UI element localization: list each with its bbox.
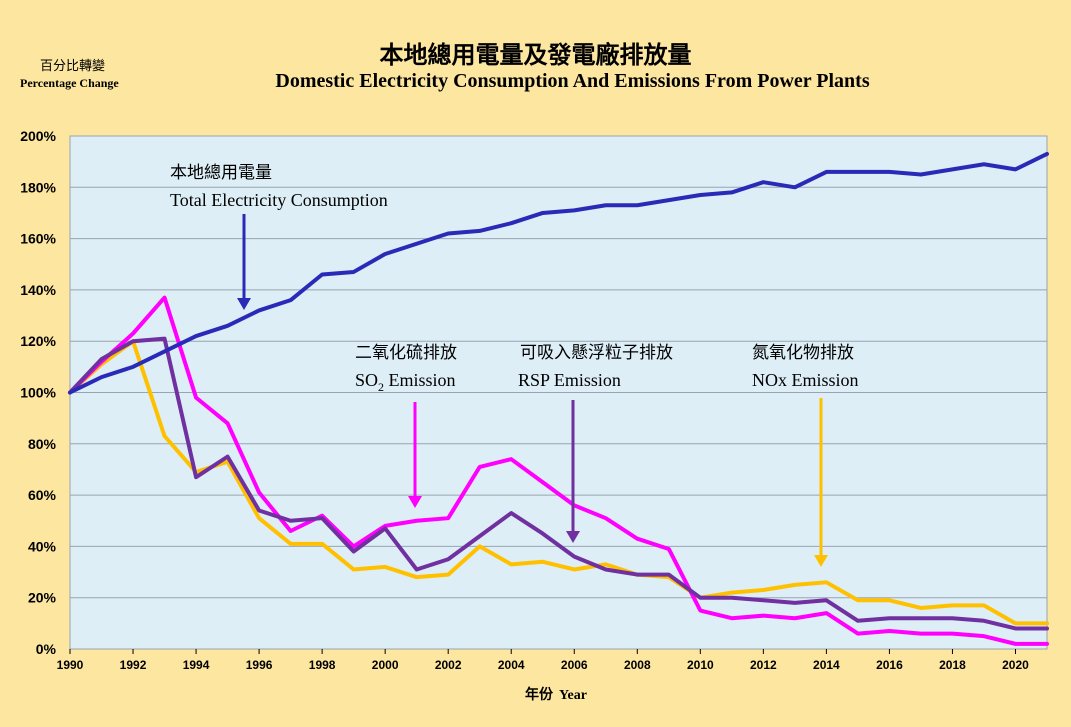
annotation-nox-zh: 氮氧化物排放 [752, 343, 854, 363]
chart-title-zh: 本地總用電量及發電廠排放量 [379, 40, 692, 69]
y-tick-label: 120% [20, 333, 56, 349]
arrow-nox [814, 398, 828, 567]
annotation-rsp-zh: 可吸入懸浮粒子排放 [520, 343, 673, 363]
annotation-nox-en: NOx Emission [752, 370, 859, 390]
arrow-rsp [566, 400, 580, 543]
x-tick-label: 2016 [876, 658, 903, 672]
x-tick-label: 2008 [624, 658, 651, 672]
x-tick-label: 2002 [435, 658, 462, 672]
y-tick-label: 0% [36, 641, 57, 657]
y-tick-label: 60% [28, 487, 57, 503]
annotation-so2-en-main: SO [355, 370, 378, 390]
x-tick-label: 1992 [120, 658, 147, 672]
x-axis-label-zh: 年份 [525, 686, 554, 703]
arrow-total-consumption [237, 214, 251, 310]
x-tick-label: 2004 [498, 658, 525, 672]
y-tick-label: 140% [20, 282, 56, 298]
x-tick-label: 2020 [1002, 658, 1029, 672]
x-tick-label: 1998 [309, 658, 336, 672]
y-axis-label-en: Percentage Change [20, 76, 119, 90]
x-tick-label: 2006 [561, 658, 588, 672]
arrow-rsp-head [566, 531, 580, 543]
annotation-so2-zh: 二氧化硫排放 [355, 343, 457, 363]
y-tick-label: 100% [20, 385, 56, 401]
x-tick-label: 1996 [246, 658, 273, 672]
x-tick-label: 1990 [57, 658, 84, 672]
annotation-total-zh: 本地總用電量 [170, 163, 272, 183]
series-lines [68, 151, 1049, 646]
series-line-total-electricity-consumption [68, 151, 1049, 395]
x-axis-ticks: 1990 1992 1994 1996 1998 2000 2002 2004 2006 2008… [57, 649, 1029, 672]
x-axis-label-en: Year [559, 688, 587, 703]
y-tick-label: 180% [20, 179, 56, 195]
annotation-so2-en-rest: Emission [384, 370, 456, 390]
x-tick-label: 2012 [750, 658, 777, 672]
arrow-total-head [237, 298, 251, 310]
series-line-nox-emission [68, 339, 1049, 626]
series-line-so2-emission [68, 295, 1049, 646]
y-tick-label: 200% [20, 128, 56, 144]
y-axis-label-zh: 百分比轉變 [40, 59, 106, 74]
y-tick-label: 20% [28, 590, 57, 606]
x-tick-label: 2018 [939, 658, 966, 672]
x-tick-label: 1994 [183, 658, 210, 672]
annotation-so2-en-sub: 2 [378, 380, 384, 394]
annotation-total-en: Total Electricity Consumption [170, 190, 388, 210]
y-tick-label: 160% [20, 231, 56, 247]
y-tick-label: 40% [28, 538, 57, 554]
x-axis-label: 年份 Year [525, 686, 587, 703]
x-tick-label: 2014 [813, 658, 840, 672]
annotation-rsp-en: RSP Emission [518, 370, 621, 390]
arrow-so2-head [408, 496, 422, 508]
x-tick-label: 2000 [372, 658, 399, 672]
y-axis-ticks: 0% 20% 40% 60% 80% 100% 120% 140% 160% 180% 200% [20, 128, 56, 657]
chart-title-en: Domestic Electricity Consumption And Emi… [275, 70, 870, 92]
arrow-nox-head [814, 555, 828, 567]
annotation-so2-en: SO2 Emission [355, 370, 456, 394]
x-tick-label: 2010 [687, 658, 714, 672]
arrow-so2 [408, 402, 422, 508]
y-tick-label: 80% [28, 436, 57, 452]
series-line-rsp-emission [68, 336, 1049, 631]
